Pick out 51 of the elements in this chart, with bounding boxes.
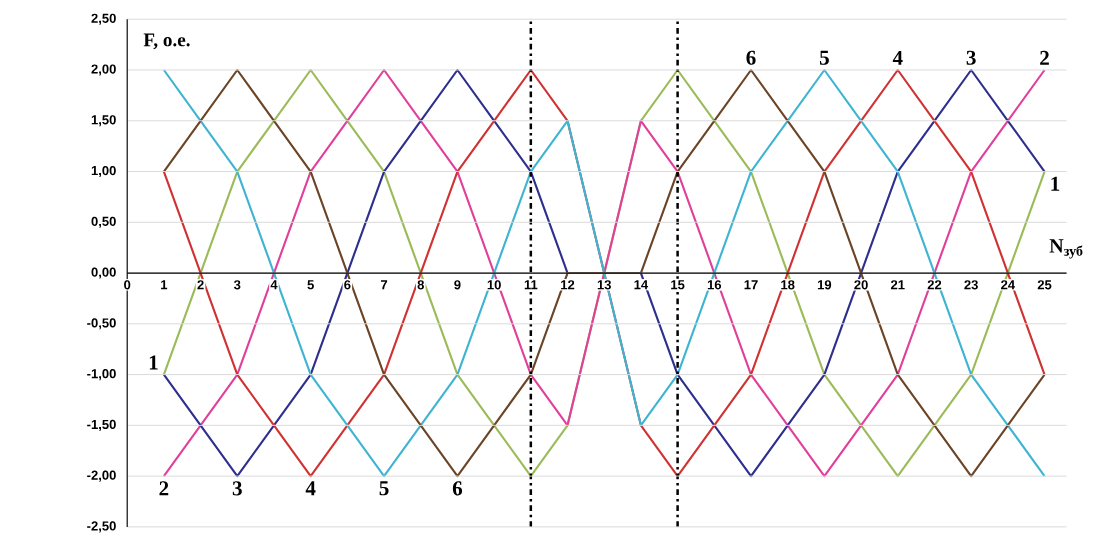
- x-tick-label: 16: [707, 280, 722, 290]
- x-tick-label: 9: [454, 280, 461, 290]
- annotation: 2: [159, 481, 169, 496]
- annotation: 6: [452, 481, 463, 496]
- y-tick-label: -1,50: [87, 420, 116, 432]
- x-tick-label: 0: [124, 280, 131, 290]
- x-tick-label: 7: [381, 280, 388, 290]
- x-tick-label: 24: [1001, 280, 1016, 290]
- annotation: 1: [149, 355, 158, 370]
- x-tick-label: 17: [744, 280, 758, 290]
- annotation: 5: [379, 481, 389, 496]
- x-tick-label: 18: [781, 280, 795, 290]
- x-tick-label: 3: [233, 280, 241, 290]
- x-tick-label: 5: [307, 280, 314, 290]
- x-tick-label: 6: [344, 280, 351, 290]
- x-tick-label: 8: [417, 280, 424, 290]
- annotation: 4: [305, 481, 316, 496]
- y-tick-label: 2,00: [91, 64, 116, 76]
- y-tick-label: -0,50: [87, 318, 116, 330]
- y-tick-label: 1,00: [91, 166, 116, 178]
- y-tick-label: 0,00: [91, 267, 116, 279]
- x-tick-label: 2: [197, 280, 204, 290]
- x-tick-label: 14: [634, 280, 649, 290]
- x-tick-label: 10: [487, 280, 501, 290]
- y-tick-label: -1,00: [87, 369, 116, 381]
- annotation: 4: [892, 51, 903, 66]
- x-tick-label: 1: [161, 280, 168, 290]
- annotation: 1: [1051, 176, 1060, 191]
- x-tick-label: 23: [964, 280, 978, 290]
- x-tick-label: 20: [854, 280, 868, 290]
- x-tick-label: 25: [1037, 280, 1052, 290]
- y-tick-label: -2,00: [87, 470, 116, 482]
- x-tick-label: 4: [270, 280, 278, 290]
- x-tick-label: 11: [524, 280, 538, 290]
- y-axis-title: F, о.е.: [143, 33, 190, 50]
- x-tick-label: 22: [927, 280, 942, 290]
- annotation: 3: [966, 50, 976, 66]
- x-tick-label: 12: [561, 280, 575, 290]
- x-tick-label: 15: [671, 280, 685, 290]
- y-tick-label: 1,50: [91, 115, 116, 127]
- annotation: 5: [819, 51, 829, 66]
- y-tick-label: 0,50: [91, 216, 116, 229]
- x-tick-label: 19: [817, 280, 832, 290]
- annotation: 6: [746, 50, 756, 66]
- x-tick-label: 13: [597, 280, 611, 290]
- y-tick-label: 2,50: [91, 13, 116, 26]
- x-tick-label: 21: [890, 280, 905, 290]
- x-axis-title: N$_{зуб}$: [1049, 239, 1083, 259]
- annotation: 2: [1040, 51, 1049, 66]
- y-tick-label: -2,50: [87, 521, 116, 533]
- annotation: 3: [232, 481, 242, 496]
